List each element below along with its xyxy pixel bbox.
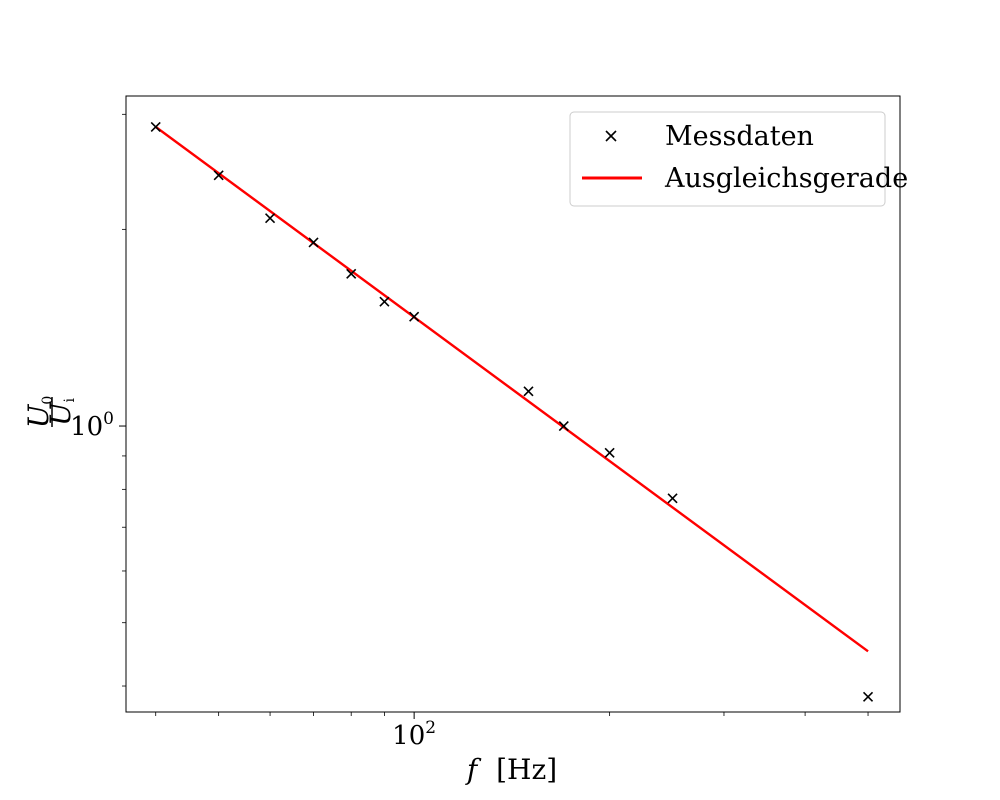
data-point-7 (523, 386, 534, 397)
data-point-stroke-b (409, 311, 420, 322)
data-point-stroke-b (379, 296, 390, 307)
y-axis-label-denominator-symbol: U (44, 401, 77, 426)
data-point-9 (604, 447, 615, 458)
data-point-3 (308, 237, 319, 248)
data-point-6 (409, 311, 420, 322)
y-axis-label-denominator-sub: i (62, 397, 78, 402)
legend: Messdaten Ausgleichsgerade (569, 111, 908, 207)
x-axis-label: f [Hz] (465, 753, 557, 786)
data-point-0 (150, 121, 161, 132)
x-axis-label-symbol: f (465, 753, 482, 786)
data-point-stroke-b (150, 121, 161, 132)
y-tick-label-0: 100 (70, 409, 114, 442)
y-axis-label: U0 Ui (22, 396, 78, 429)
ticks-layer (119, 113, 869, 719)
legend-label-ausgleichsgerade: Ausgleichsgerade (664, 163, 908, 194)
data-point-1 (213, 170, 224, 181)
x-tick-label-exponent: 2 (425, 718, 436, 738)
x-axis-label-unit: [Hz] (496, 753, 557, 786)
data-point-stroke-b (558, 420, 569, 432)
data-point-10 (667, 493, 678, 504)
legend-box (569, 111, 886, 207)
x-tick-label-0: 102 (392, 718, 436, 751)
data-point-stroke-b (308, 237, 319, 248)
plot-frame (125, 95, 901, 713)
data-point-stroke-b (667, 493, 678, 504)
y-axis-label-numerator: U0 (22, 396, 56, 429)
data-point-stroke-b (213, 170, 224, 181)
y-axis-label-denominator: Ui (44, 397, 78, 426)
data-point-11 (862, 691, 874, 702)
data-point-stroke-b (523, 386, 534, 397)
marker-layer (150, 121, 874, 702)
data-point-2 (265, 213, 276, 224)
data-point-stroke-b (862, 691, 874, 702)
data-point-stroke-b (265, 213, 276, 224)
data-point-5 (379, 296, 390, 307)
y-tick-label-exponent: 0 (103, 409, 114, 429)
legend-marker-x (605, 130, 617, 142)
legend-label-messdaten: Messdaten (665, 121, 814, 152)
legend-marker-x-stroke-2 (605, 130, 617, 142)
y-axis-label-numerator-symbol: U (22, 403, 55, 428)
data-point-8 (558, 420, 569, 432)
x-tick-labels: 102 (392, 718, 436, 751)
y-axis-label-numerator-sub: 0 (40, 396, 56, 405)
data-point-stroke-b (346, 268, 357, 279)
data-point-stroke-b (604, 447, 615, 458)
x-tick-label-base: 10 (392, 721, 425, 751)
data-point-4 (346, 268, 357, 279)
y-tick-label-base: 10 (70, 412, 103, 442)
y-tick-labels: 100 (70, 409, 114, 442)
